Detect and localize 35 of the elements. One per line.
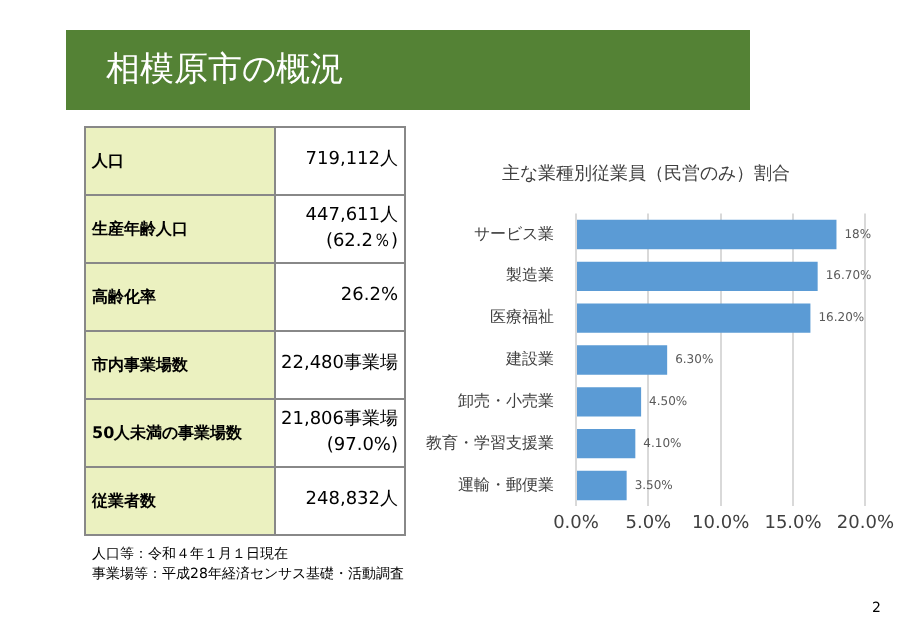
bar: [577, 387, 642, 417]
y-tick-label: 製造業: [506, 266, 554, 285]
chart-title: 主な業種別従業員（民営のみ）割合: [502, 163, 790, 186]
category-label: 市内事業場数: [85, 331, 274, 399]
bar: [577, 345, 668, 375]
text: 447,611人: [305, 205, 398, 225]
text: 719,112人: [305, 150, 398, 170]
text: (62.2％): [325, 231, 398, 251]
y-tick-label: 建設業: [504, 350, 554, 369]
bar: [577, 303, 811, 333]
bar: [577, 429, 636, 459]
text: 26.2%: [340, 286, 398, 306]
text: 相模原市の概況: [66, 30, 750, 110]
x-tick-label: 15.0%: [764, 513, 823, 534]
y-tick-label: 卸売・小売業: [458, 391, 554, 410]
bar: [577, 219, 837, 250]
y-tick-label: サービス業: [474, 224, 554, 243]
category-label: 従業者数: [85, 467, 274, 535]
text: 21,806事業場: [281, 409, 398, 429]
x-tick-label: 0.0%: [553, 513, 600, 534]
bar: [577, 261, 818, 291]
category-label: 高齢化率: [85, 263, 274, 331]
x-tick-label: 20.0%: [836, 513, 895, 534]
y-tick-label: 教育・学習支援業: [426, 433, 554, 452]
bar: [577, 470, 627, 501]
text: 22,480事業場: [281, 354, 398, 374]
x-tick-label: 10.0%: [692, 513, 751, 534]
category-label: 50人未満の事業場数: [85, 399, 274, 467]
text: 248,832人: [305, 490, 398, 510]
y-tick-label: 運輸・郵便業: [458, 475, 554, 494]
category-label: 生産年齢人口: [85, 195, 274, 263]
text: (97.0%): [326, 435, 398, 455]
y-tick-label: 医療福祉: [490, 308, 554, 327]
category-label: 人口: [85, 127, 274, 195]
x-tick-label: 5.0%: [625, 513, 673, 534]
